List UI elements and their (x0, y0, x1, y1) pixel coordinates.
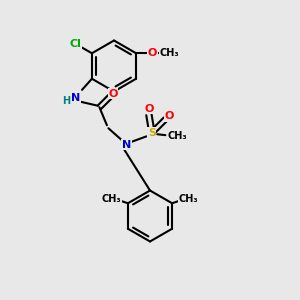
Text: N: N (122, 140, 131, 150)
Text: CH₃: CH₃ (159, 48, 179, 58)
Text: O: O (108, 89, 118, 99)
Text: O: O (148, 48, 157, 58)
Text: CH₃: CH₃ (179, 194, 198, 204)
Text: N: N (71, 93, 80, 103)
Text: O: O (144, 104, 154, 114)
Text: CH₃: CH₃ (102, 194, 121, 204)
Text: Cl: Cl (70, 39, 81, 49)
Text: O: O (164, 111, 174, 121)
Text: H: H (62, 96, 70, 106)
Text: S: S (148, 128, 156, 138)
Text: CH₃: CH₃ (168, 131, 187, 141)
